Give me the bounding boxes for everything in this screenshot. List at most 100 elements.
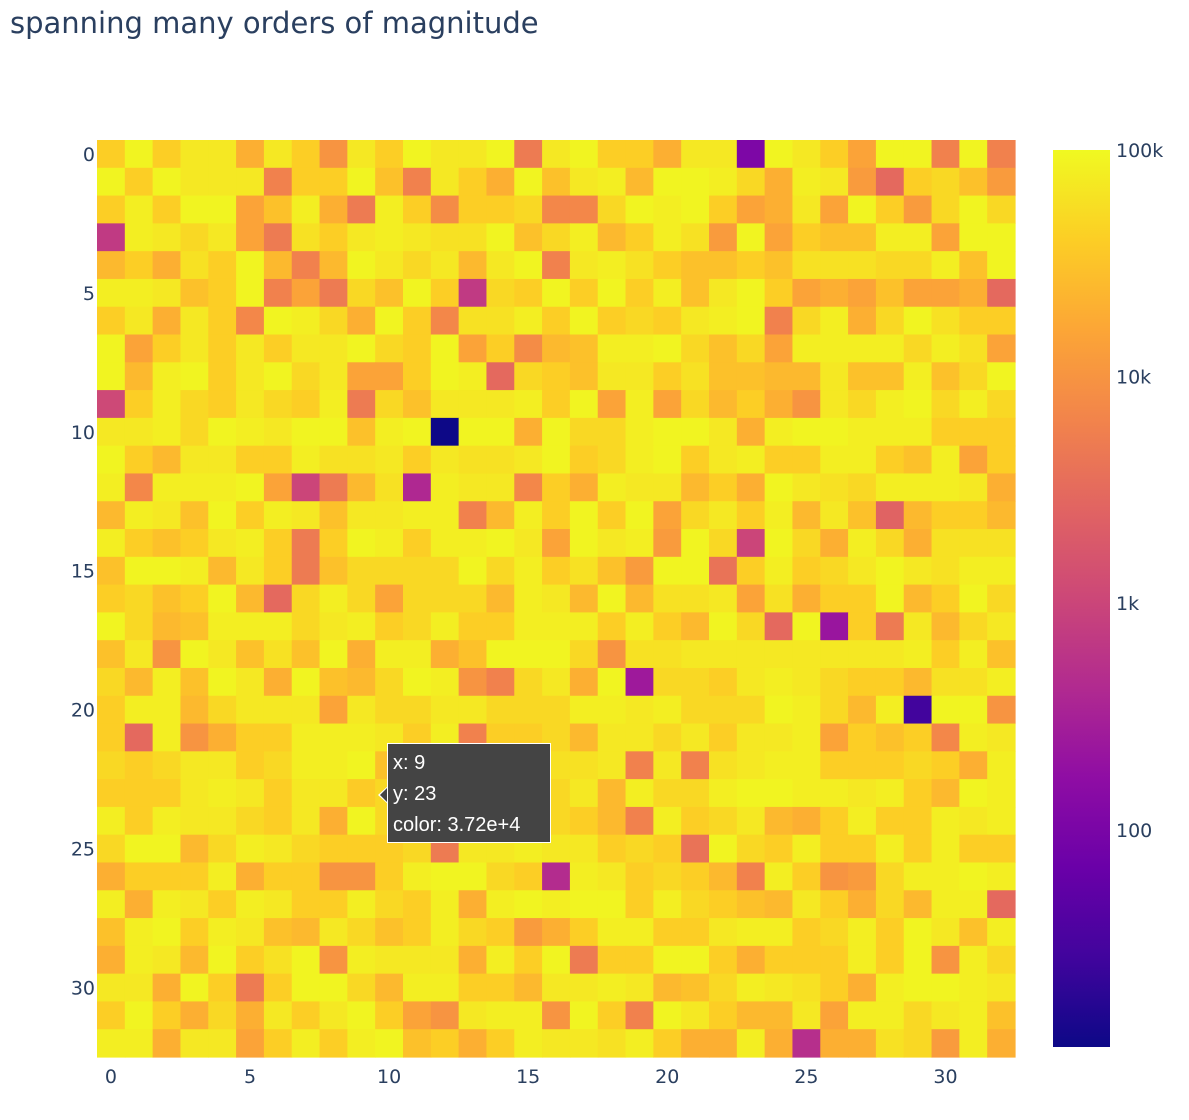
heatmap-cell[interactable] [291,862,321,891]
heatmap-cell[interactable] [319,640,348,669]
heatmap-cell[interactable] [764,1029,794,1058]
heatmap-cell[interactable] [709,890,738,919]
heatmap-cell[interactable] [208,890,237,919]
heatmap-cell[interactable] [180,640,209,669]
heatmap-cell[interactable] [403,918,432,947]
heatmap-cell[interactable] [875,445,905,475]
heatmap-cell[interactable] [319,751,348,780]
heatmap-cell[interactable] [458,167,488,197]
heatmap-cell[interactable] [291,140,321,169]
heatmap-cell[interactable] [152,973,182,1003]
heatmap-cell[interactable] [514,140,543,169]
heatmap-cell[interactable] [792,529,821,558]
heatmap-cell[interactable] [347,640,376,669]
heatmap-cell[interactable] [709,501,738,530]
heatmap-cell[interactable] [848,667,877,697]
heatmap-cell[interactable] [653,251,682,280]
heatmap-cell[interactable] [430,306,460,336]
heatmap-cell[interactable] [625,362,654,391]
heatmap-cell[interactable] [597,167,627,197]
heatmap-cell[interactable] [291,723,321,752]
heatmap-cell[interactable] [263,667,293,697]
heatmap-cell[interactable] [291,251,321,280]
heatmap-cell[interactable] [848,251,877,280]
heatmap-cell[interactable] [764,278,794,308]
heatmap-cell[interactable] [792,612,821,641]
heatmap-cell[interactable] [542,390,571,419]
heatmap-cell[interactable] [263,862,293,891]
heatmap-cell[interactable] [709,667,738,697]
heatmap-cell[interactable] [903,390,933,419]
heatmap-cell[interactable] [263,195,293,224]
heatmap-cell[interactable] [236,140,265,169]
heatmap-cell[interactable] [625,751,654,780]
heatmap-cell[interactable] [569,695,599,725]
heatmap-cell[interactable] [792,390,821,419]
heatmap-cell[interactable] [903,1029,933,1058]
heatmap-cell[interactable] [542,862,571,891]
heatmap-cell[interactable] [347,862,376,891]
heatmap-cell[interactable] [180,945,209,975]
heatmap-cell[interactable] [291,945,321,975]
heatmap-cell[interactable] [875,529,905,558]
heatmap-cell[interactable] [430,417,460,447]
heatmap-cell[interactable] [848,834,877,864]
heatmap-cell[interactable] [681,918,710,947]
heatmap-cell[interactable] [569,529,599,558]
heatmap-cell[interactable] [458,306,488,336]
heatmap-cell[interactable] [236,751,265,780]
heatmap-cell[interactable] [514,501,543,530]
heatmap-cell[interactable] [319,362,348,391]
heatmap-cell[interactable] [124,751,154,780]
heatmap-cell[interactable] [430,195,460,224]
heatmap-cell[interactable] [180,834,209,864]
heatmap-cell[interactable] [347,918,376,947]
heatmap-cell[interactable] [597,445,627,475]
heatmap-cell[interactable] [653,695,682,725]
heatmap-cell[interactable] [319,390,348,419]
heatmap-cell[interactable] [569,834,599,864]
heatmap-cell[interactable] [375,667,404,697]
heatmap-cell[interactable] [597,584,627,613]
heatmap-cell[interactable] [319,834,348,864]
heatmap-cell[interactable] [263,779,293,808]
heatmap-cell[interactable] [597,723,627,752]
heatmap-cell[interactable] [403,223,432,252]
heatmap-cell[interactable] [597,223,627,252]
heatmap-cell[interactable] [653,612,682,641]
heatmap-cell[interactable] [486,445,515,475]
heatmap-cell[interactable] [903,612,933,641]
heatmap-cell[interactable] [820,918,849,947]
heatmap-cell[interactable] [319,1029,348,1058]
heatmap-cell[interactable] [180,417,209,447]
heatmap-cell[interactable] [931,667,960,697]
heatmap-cell[interactable] [848,195,877,224]
heatmap-cell[interactable] [736,251,766,280]
heatmap-cell[interactable] [764,334,794,363]
heatmap-cell[interactable] [124,417,154,447]
heatmap-cell[interactable] [736,140,766,169]
heatmap-cell[interactable] [903,723,933,752]
heatmap-cell[interactable] [820,834,849,864]
heatmap-cell[interactable] [681,140,710,169]
heatmap-cell[interactable] [97,195,126,224]
heatmap-cell[interactable] [959,1029,988,1058]
heatmap-cell[interactable] [430,918,460,947]
heatmap-cell[interactable] [97,223,126,252]
heatmap-cell[interactable] [430,167,460,197]
heatmap-cell[interactable] [486,973,515,1003]
heatmap-cell[interactable] [263,1001,293,1030]
heatmap-cell[interactable] [709,640,738,669]
heatmap-cell[interactable] [430,140,460,169]
heatmap-cell[interactable] [375,417,404,447]
heatmap-cell[interactable] [736,223,766,252]
heatmap-cell[interactable] [569,945,599,975]
heatmap-cell[interactable] [124,862,154,891]
heatmap-cell[interactable] [319,862,348,891]
heatmap-cell[interactable] [514,556,543,586]
heatmap-cell[interactable] [875,890,905,919]
heatmap-cell[interactable] [97,862,126,891]
heatmap-cell[interactable] [681,723,710,752]
heatmap-cell[interactable] [124,945,154,975]
heatmap-cell[interactable] [764,612,794,641]
